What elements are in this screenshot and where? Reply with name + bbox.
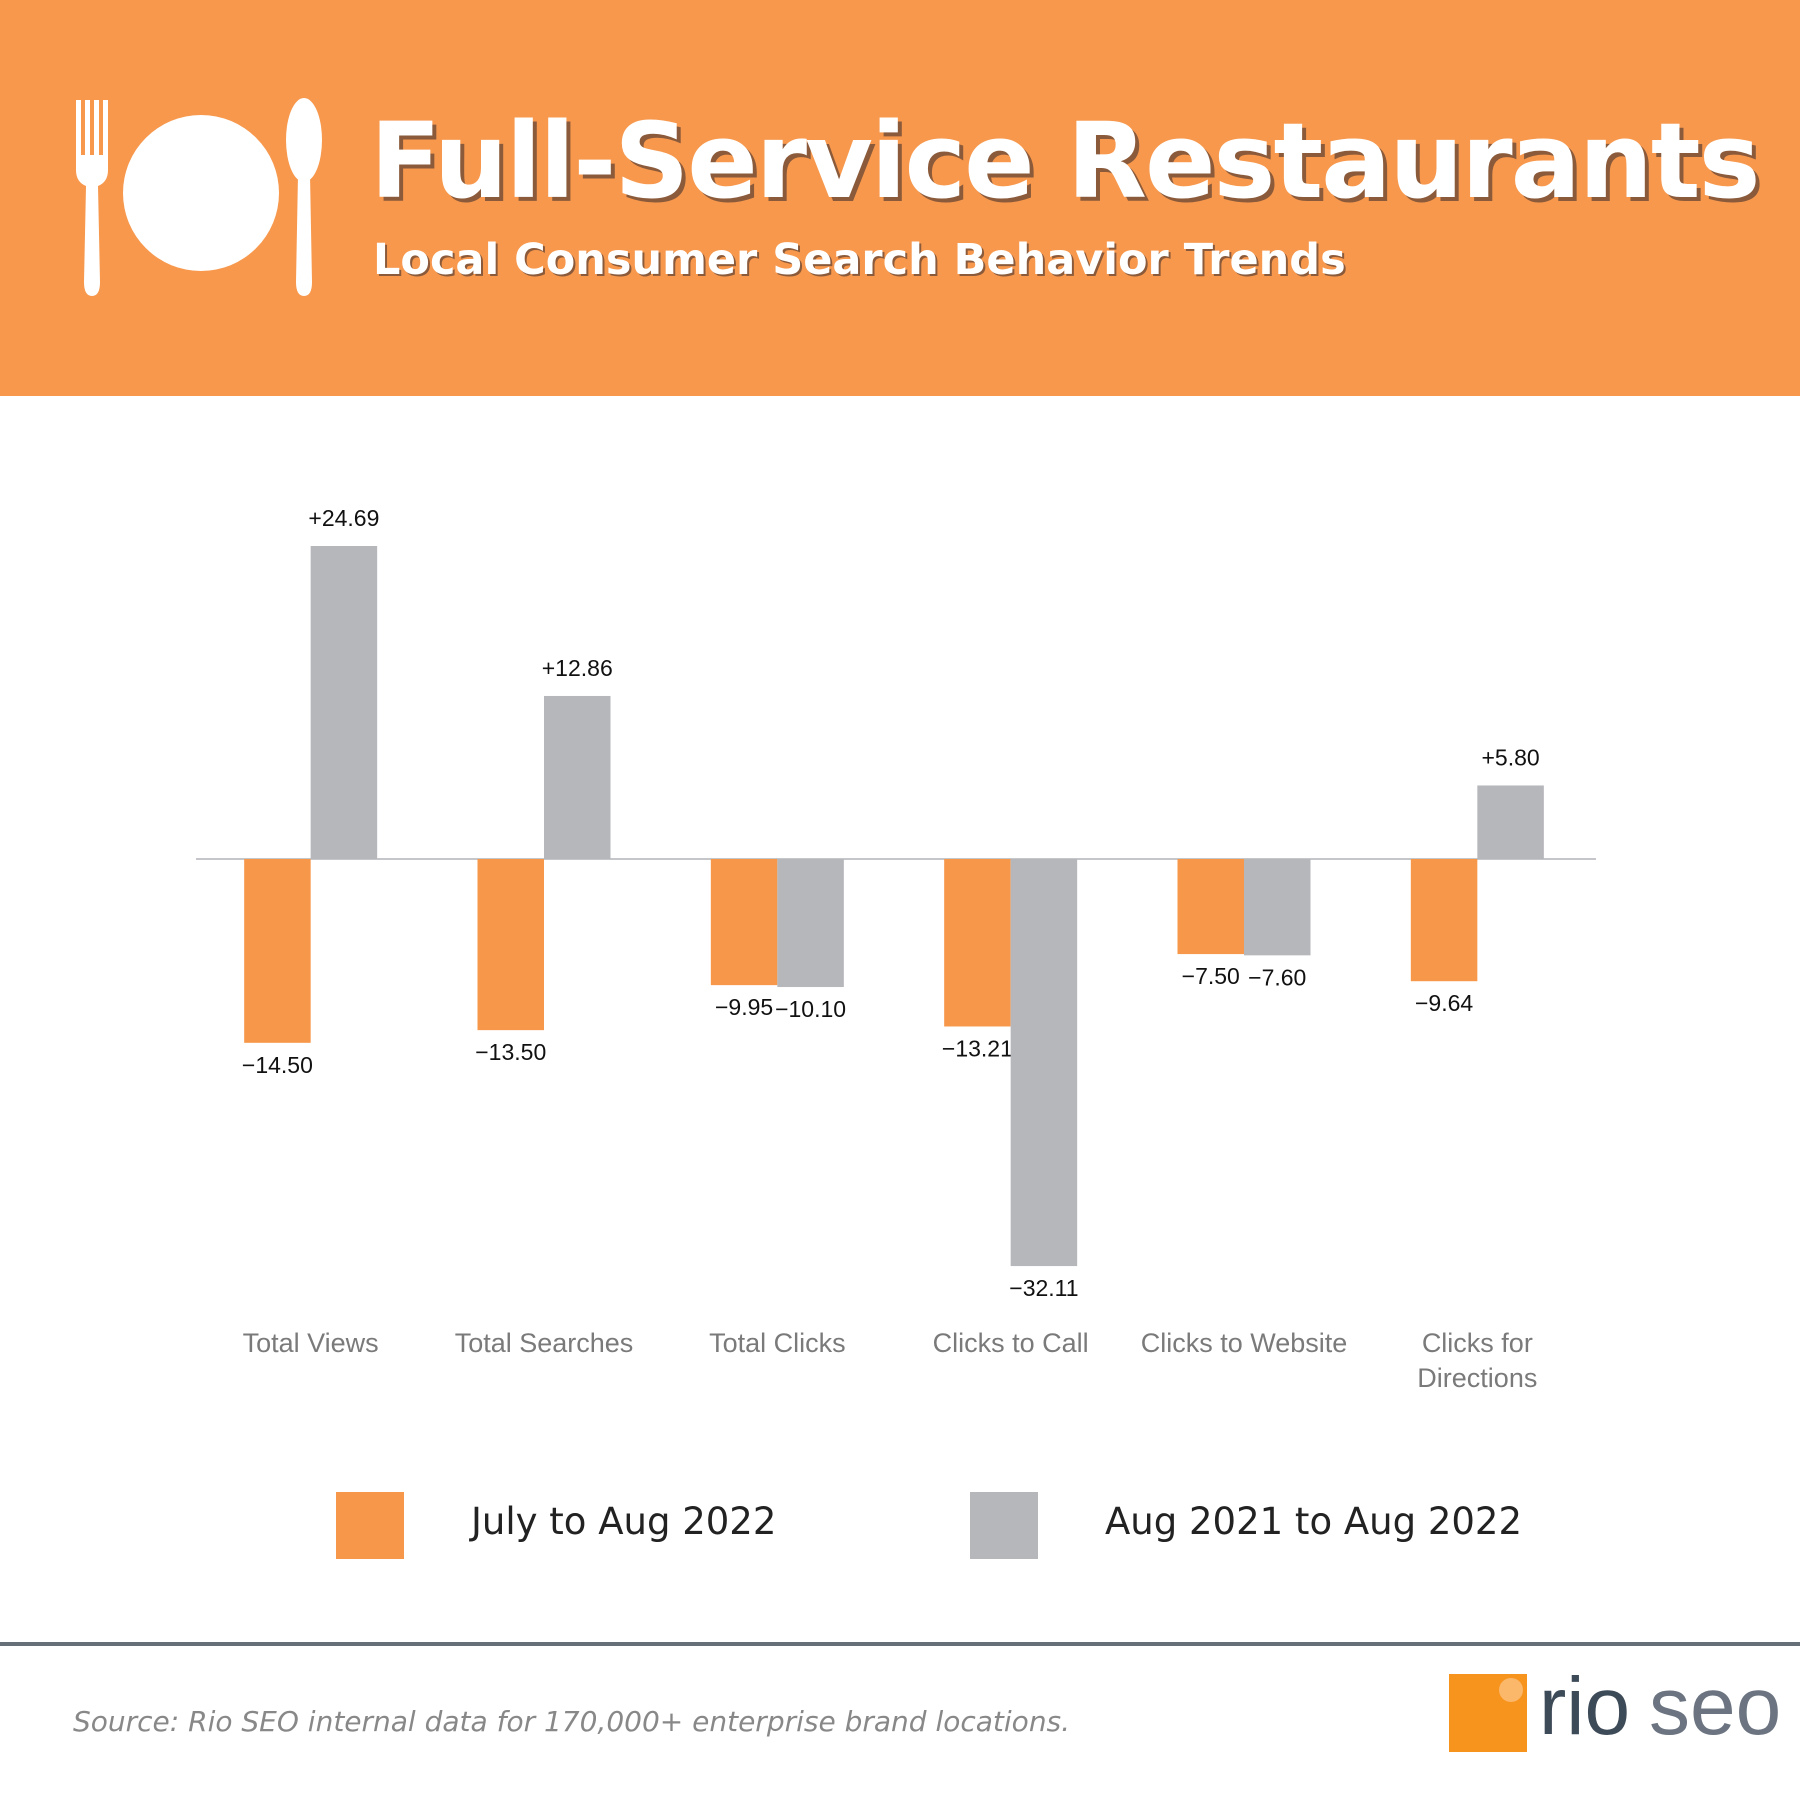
bar bbox=[710, 859, 778, 986]
x-tick-label: Total Views bbox=[242, 1328, 379, 1358]
bar bbox=[1177, 859, 1244, 955]
value-label: +24.69 bbox=[308, 505, 379, 531]
legend-swatch bbox=[970, 1492, 1038, 1559]
value-label: +12.86 bbox=[542, 655, 613, 681]
value-label: −9.95 bbox=[715, 994, 773, 1020]
x-tick-label: Clicks to Call bbox=[932, 1328, 1089, 1358]
x-tick-label: Total Clicks bbox=[709, 1328, 846, 1358]
chart-title: Full-Service Restaurants bbox=[370, 100, 1760, 222]
bar bbox=[1477, 785, 1544, 859]
x-tick-label: Clicks for Directions bbox=[1417, 1328, 1538, 1393]
header: Full-Service Restaurants Local Consumer … bbox=[0, 0, 1800, 396]
value-label: −7.60 bbox=[1248, 964, 1306, 990]
bar bbox=[310, 546, 378, 859]
bar bbox=[944, 859, 1011, 1027]
bar bbox=[244, 859, 311, 1043]
value-label: −13.21 bbox=[942, 1035, 1013, 1061]
bar bbox=[1244, 859, 1311, 956]
divider bbox=[0, 1642, 1800, 1646]
logo-mark bbox=[1449, 1674, 1527, 1752]
value-label: −7.50 bbox=[1182, 963, 1240, 989]
value-label: −13.50 bbox=[475, 1039, 546, 1065]
logo-text: seo bbox=[1649, 1661, 1782, 1752]
x-tick-label: Clicks to Website bbox=[1140, 1328, 1348, 1358]
bar bbox=[477, 859, 544, 1031]
bar bbox=[777, 859, 844, 988]
dining-icon bbox=[76, 98, 322, 296]
legend-label: July to Aug 2022 bbox=[471, 1500, 777, 1543]
value-label: +5.80 bbox=[1481, 744, 1539, 770]
legend-swatch bbox=[336, 1492, 404, 1559]
chart-subtitle: Local Consumer Search Behavior Trends bbox=[373, 235, 1346, 285]
value-label: −14.50 bbox=[242, 1052, 313, 1078]
source-note: Source: Rio SEO internal data for 170,00… bbox=[73, 1705, 1071, 1738]
logo-text: rio bbox=[1539, 1661, 1631, 1752]
legend-label: Aug 2021 to Aug 2022 bbox=[1105, 1500, 1523, 1543]
value-label: −10.10 bbox=[775, 996, 846, 1022]
bar bbox=[1010, 859, 1078, 1267]
bar bbox=[1410, 859, 1478, 982]
x-tick-label: Total Searches bbox=[454, 1328, 634, 1358]
bar bbox=[544, 695, 611, 859]
value-label: −9.64 bbox=[1415, 990, 1473, 1016]
value-label: −32.11 bbox=[1009, 1275, 1078, 1301]
